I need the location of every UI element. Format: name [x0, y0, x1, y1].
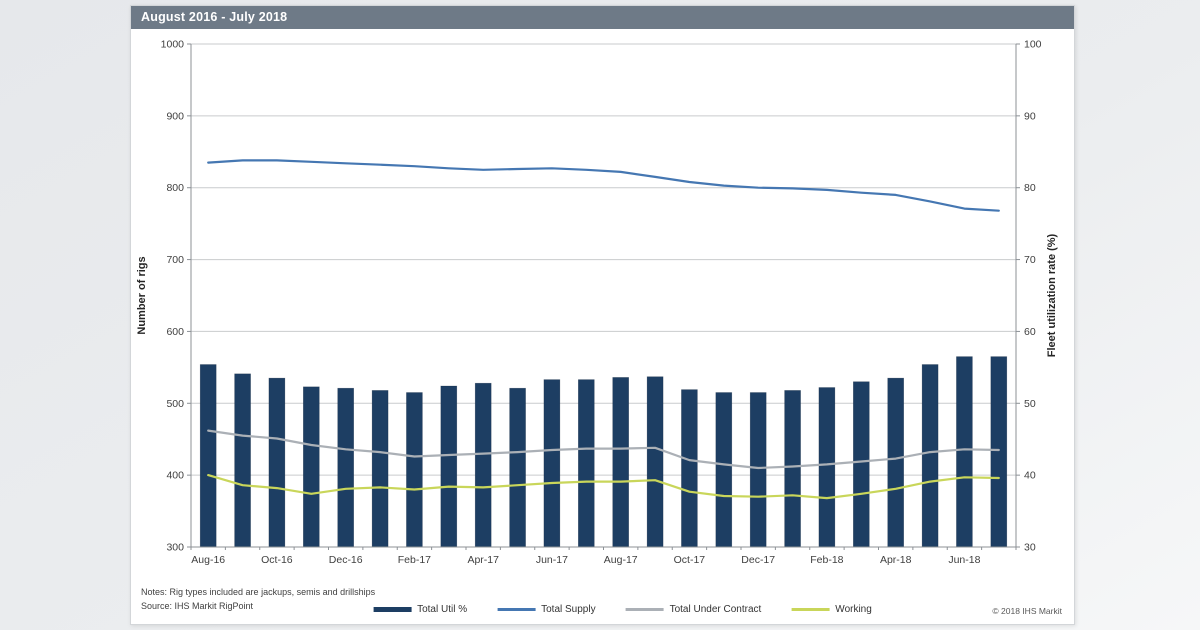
- x-tick-label: Oct-17: [674, 554, 706, 566]
- left-tick-label: 300: [166, 542, 184, 554]
- util-bar: [818, 387, 836, 548]
- x-tick-label: Feb-18: [810, 554, 843, 566]
- util-bar: [612, 377, 630, 548]
- legend-item-working: Working: [791, 604, 872, 615]
- copyright-text: © 2018 IHS Markit: [992, 606, 1062, 616]
- x-tick-label: Jun-18: [948, 554, 980, 566]
- right-tick-label: 90: [1024, 110, 1036, 122]
- x-tick-label: Dec-17: [741, 554, 775, 566]
- util-bar: [371, 390, 389, 548]
- util-bar: [887, 377, 905, 548]
- rig-chart: 300 400 500 600 700 800 900 1000 30 40 50 60 70 80 90 1…: [131, 29, 1074, 584]
- legend-item-under-contract: Total Under Contract: [625, 604, 762, 615]
- line-total-under-contract: [207, 429, 1000, 470]
- left-tick-label: 400: [166, 470, 184, 482]
- line-working: [207, 474, 1000, 500]
- util-bar: [337, 387, 354, 548]
- legend-label-under-contract: Total Under Contract: [669, 604, 762, 615]
- util-bar: [509, 387, 526, 548]
- x-tick-label: Aug-17: [604, 554, 638, 566]
- x-tick-label: Aug-16: [191, 554, 225, 566]
- right-tick-label: 40: [1024, 470, 1036, 482]
- legend-swatch-total-supply: [497, 608, 536, 611]
- util-bar: [440, 385, 458, 548]
- util-bar: [474, 382, 492, 548]
- legend-swatch-total-util: [373, 607, 412, 612]
- legend-item-total-supply: Total Supply: [497, 604, 596, 615]
- left-tick-label: 1000: [161, 39, 185, 51]
- left-tick-label: 800: [166, 182, 184, 194]
- util-bar: [715, 392, 733, 548]
- legend-swatch-under-contract: [625, 608, 664, 611]
- util-bar: [681, 389, 698, 548]
- legend-label-working: Working: [835, 604, 872, 615]
- legend-item-total-util: Total Util %: [373, 604, 467, 615]
- notes-line: Notes: Rig types included are jackups, s…: [141, 587, 376, 597]
- right-tick-label: 70: [1024, 254, 1036, 266]
- chart-card: August 2016 - July 2018 300 400 500 600 700 8…: [130, 5, 1075, 625]
- chart-title-bar: August 2016 - July 2018: [131, 6, 1074, 29]
- right-tick-label: 60: [1024, 326, 1036, 338]
- util-bar: [956, 356, 973, 548]
- util-bar: [303, 386, 320, 548]
- right-tick-label: 80: [1024, 182, 1036, 194]
- right-tick-label: 100: [1024, 39, 1042, 51]
- legend-label-total-supply: Total Supply: [541, 604, 596, 615]
- x-tick-label: Apr-17: [467, 554, 499, 566]
- line-total-supply: [207, 159, 1000, 212]
- x-tick-label: Oct-16: [261, 554, 293, 566]
- left-tick-label: 600: [166, 326, 184, 338]
- util-bar: [268, 377, 286, 548]
- left-tick-label: 900: [166, 110, 184, 122]
- rig-utilization-chart: 300 400 500 600 700 800 900 1000 30 40 50 60 70 80 90 1…: [136, 39, 1058, 567]
- right-axis-title: Fleet utilization rate (%): [1046, 233, 1058, 357]
- util-bar: [921, 364, 939, 548]
- legend: Total Util % Total Supply Total Under Co…: [373, 604, 872, 615]
- legend-label-total-util: Total Util %: [417, 604, 468, 615]
- util-bar: [784, 390, 801, 548]
- right-tick-label: 50: [1024, 398, 1036, 410]
- util-bar: [749, 392, 767, 548]
- util-bar: [646, 376, 664, 548]
- util-bar: [406, 392, 423, 548]
- source-line: Source: IHS Markit RigPoint: [141, 600, 254, 611]
- left-tick-label: 700: [166, 254, 184, 266]
- left-axis-title: Number of rigs: [136, 256, 148, 334]
- util-bar: [199, 364, 217, 548]
- left-tick-label: 500: [166, 398, 184, 410]
- x-tick-label: Feb-17: [398, 554, 431, 566]
- util-bar: [543, 379, 561, 548]
- legend-swatch-working: [791, 608, 830, 611]
- right-tick-label: 30: [1024, 542, 1036, 554]
- util-bar: [577, 379, 595, 548]
- util-bar: [990, 356, 1008, 548]
- chart-notes: Notes: Rig types included are jackups, s…: [141, 586, 375, 613]
- util-bar: [852, 381, 870, 548]
- x-tick-label: Apr-18: [880, 554, 912, 566]
- x-tick-label: Dec-16: [329, 554, 363, 566]
- x-tick-label: Jun-17: [536, 554, 568, 566]
- util-bar: [234, 373, 251, 548]
